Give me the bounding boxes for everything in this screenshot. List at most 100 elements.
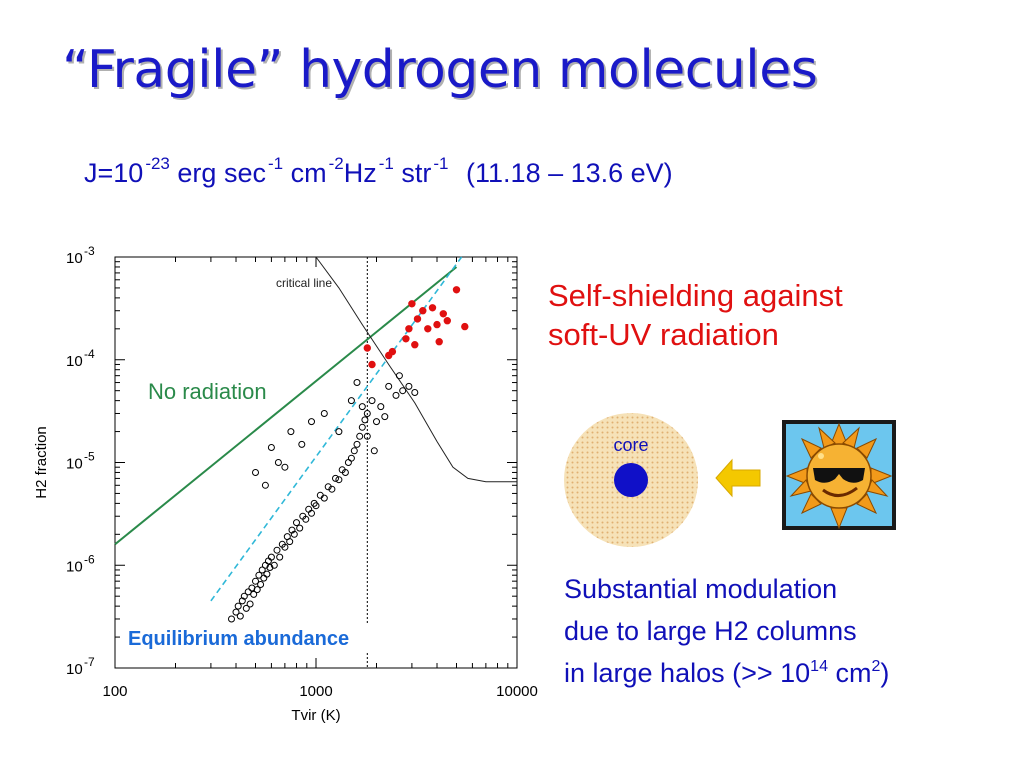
halo-point: [320, 494, 328, 502]
flux-sec-exponent: -1: [267, 154, 284, 173]
chart-lines: [114, 256, 517, 668]
halo-point: [392, 391, 400, 399]
halo-point: [281, 543, 289, 551]
modulation-close: ): [880, 658, 890, 688]
flux-j: J=10: [84, 158, 144, 188]
flux-str: str: [401, 158, 432, 188]
modulation-line-3: in large halos (>> 1014 cm2): [564, 652, 889, 694]
halo-point: [244, 588, 252, 596]
modulation-line-1: Substantial modulation: [564, 574, 838, 604]
halo-point: [377, 403, 385, 411]
halo-point: [368, 397, 376, 405]
self-shielded-point: [408, 300, 416, 308]
x-tick-label: 100: [102, 683, 127, 700]
equilibrium-line: [210, 256, 463, 602]
halo-point: [270, 561, 278, 569]
modulation-line-2: due to large H2 columns: [564, 616, 857, 646]
flux-str-exponent: -1: [433, 154, 449, 173]
y-tick-label: 10: [66, 661, 83, 678]
halo-point: [370, 447, 378, 455]
halo-point: [335, 428, 343, 436]
equilibrium-label-background: [124, 624, 426, 652]
halo-point: [260, 574, 268, 582]
halo-point: [263, 570, 271, 578]
self-shielded-point: [413, 315, 422, 323]
self-shielded-point: [402, 335, 410, 343]
x-tick-label: 1000: [299, 683, 332, 700]
halo-point: [238, 597, 246, 605]
halo-point: [293, 519, 300, 527]
chart-frame: [114, 256, 518, 669]
slide-title: “Fragile” hydrogen molecules: [62, 40, 818, 100]
modulation-unit-exponent: 2: [871, 658, 881, 675]
flux-j-exponent: -23: [145, 154, 170, 173]
halo-point: [381, 413, 389, 421]
halo-point: [308, 509, 315, 517]
halo-point: [335, 476, 343, 484]
halo-point: [252, 469, 259, 476]
halo-point: [274, 459, 282, 466]
halo-point: [324, 483, 332, 491]
halo-point: [353, 379, 361, 386]
halo-point: [267, 444, 275, 451]
self-shielding-note: Self-shielding against soft-UV radiation: [548, 276, 843, 354]
self-shielded-point: [428, 304, 437, 312]
halo-point: [363, 432, 371, 440]
halo-point: [286, 538, 294, 546]
y-tick-exponent: -3: [84, 244, 95, 258]
y-tick-exponent: -7: [84, 655, 95, 669]
halo-point: [405, 382, 413, 390]
halo-point: [356, 432, 364, 440]
halo-point: [358, 423, 366, 431]
x-tick-label: 10000: [496, 683, 538, 700]
halo-point: [344, 459, 352, 466]
halo-point: [252, 577, 259, 585]
halo-point: [228, 615, 235, 623]
halo-point: [267, 553, 275, 561]
self-shielded-point: [443, 317, 451, 325]
y-tick-exponent: -6: [84, 552, 95, 566]
x-axis-label: Tvir (K): [291, 707, 340, 724]
halo-point: [240, 592, 248, 600]
halo-point: [341, 469, 349, 476]
halo-point: [261, 481, 269, 489]
halo-point: [257, 581, 265, 588]
halo-point: [246, 600, 254, 608]
self-shielded-point: [439, 310, 447, 318]
halo-point: [350, 447, 358, 455]
self-shielded-point: [433, 320, 441, 329]
halo-point: [347, 454, 355, 462]
halo-point: [328, 485, 336, 493]
flux-cm-exponent: -2: [328, 154, 344, 173]
chart-points: [228, 286, 469, 623]
plot-frame: [114, 256, 518, 669]
modulation-exponent: 14: [810, 658, 828, 675]
halo-point: [399, 387, 407, 395]
flux-formula: J=10 -23 erg sec -1 cm -2Hz -1 str -1 (11.18 …: [84, 154, 673, 189]
modulation-line-3-text: in large halos (>> 10: [564, 658, 811, 688]
halo-point: [298, 440, 306, 448]
self-shielded-point: [424, 325, 432, 333]
critical-line: [315, 256, 517, 483]
equilibrium-label: Equilibrium abundance: [128, 628, 349, 650]
halo-point: [332, 474, 339, 482]
halo-point: [395, 372, 403, 380]
self-shielding-line-2: soft-UV radiation: [548, 317, 779, 352]
y-tick-label: 10: [66, 250, 83, 267]
halo-point: [273, 546, 281, 554]
self-shielded-point: [419, 307, 427, 315]
flux-hz-exponent: -1: [378, 154, 394, 173]
chart-ticks: [114, 257, 517, 669]
halo-point: [287, 428, 295, 436]
self-shielded-point: [452, 286, 461, 294]
halo-point: [310, 499, 318, 507]
y-tick-exponent: -5: [84, 450, 95, 464]
self-shielded-point: [368, 360, 376, 369]
modulation-unit: cm: [827, 658, 872, 688]
halo-point: [373, 418, 380, 426]
modulation-note: Substantial modulation due to large H2 c…: [564, 568, 889, 694]
halo-point: [290, 530, 298, 538]
halo-point: [266, 564, 274, 571]
self-shielded-point: [388, 347, 397, 356]
